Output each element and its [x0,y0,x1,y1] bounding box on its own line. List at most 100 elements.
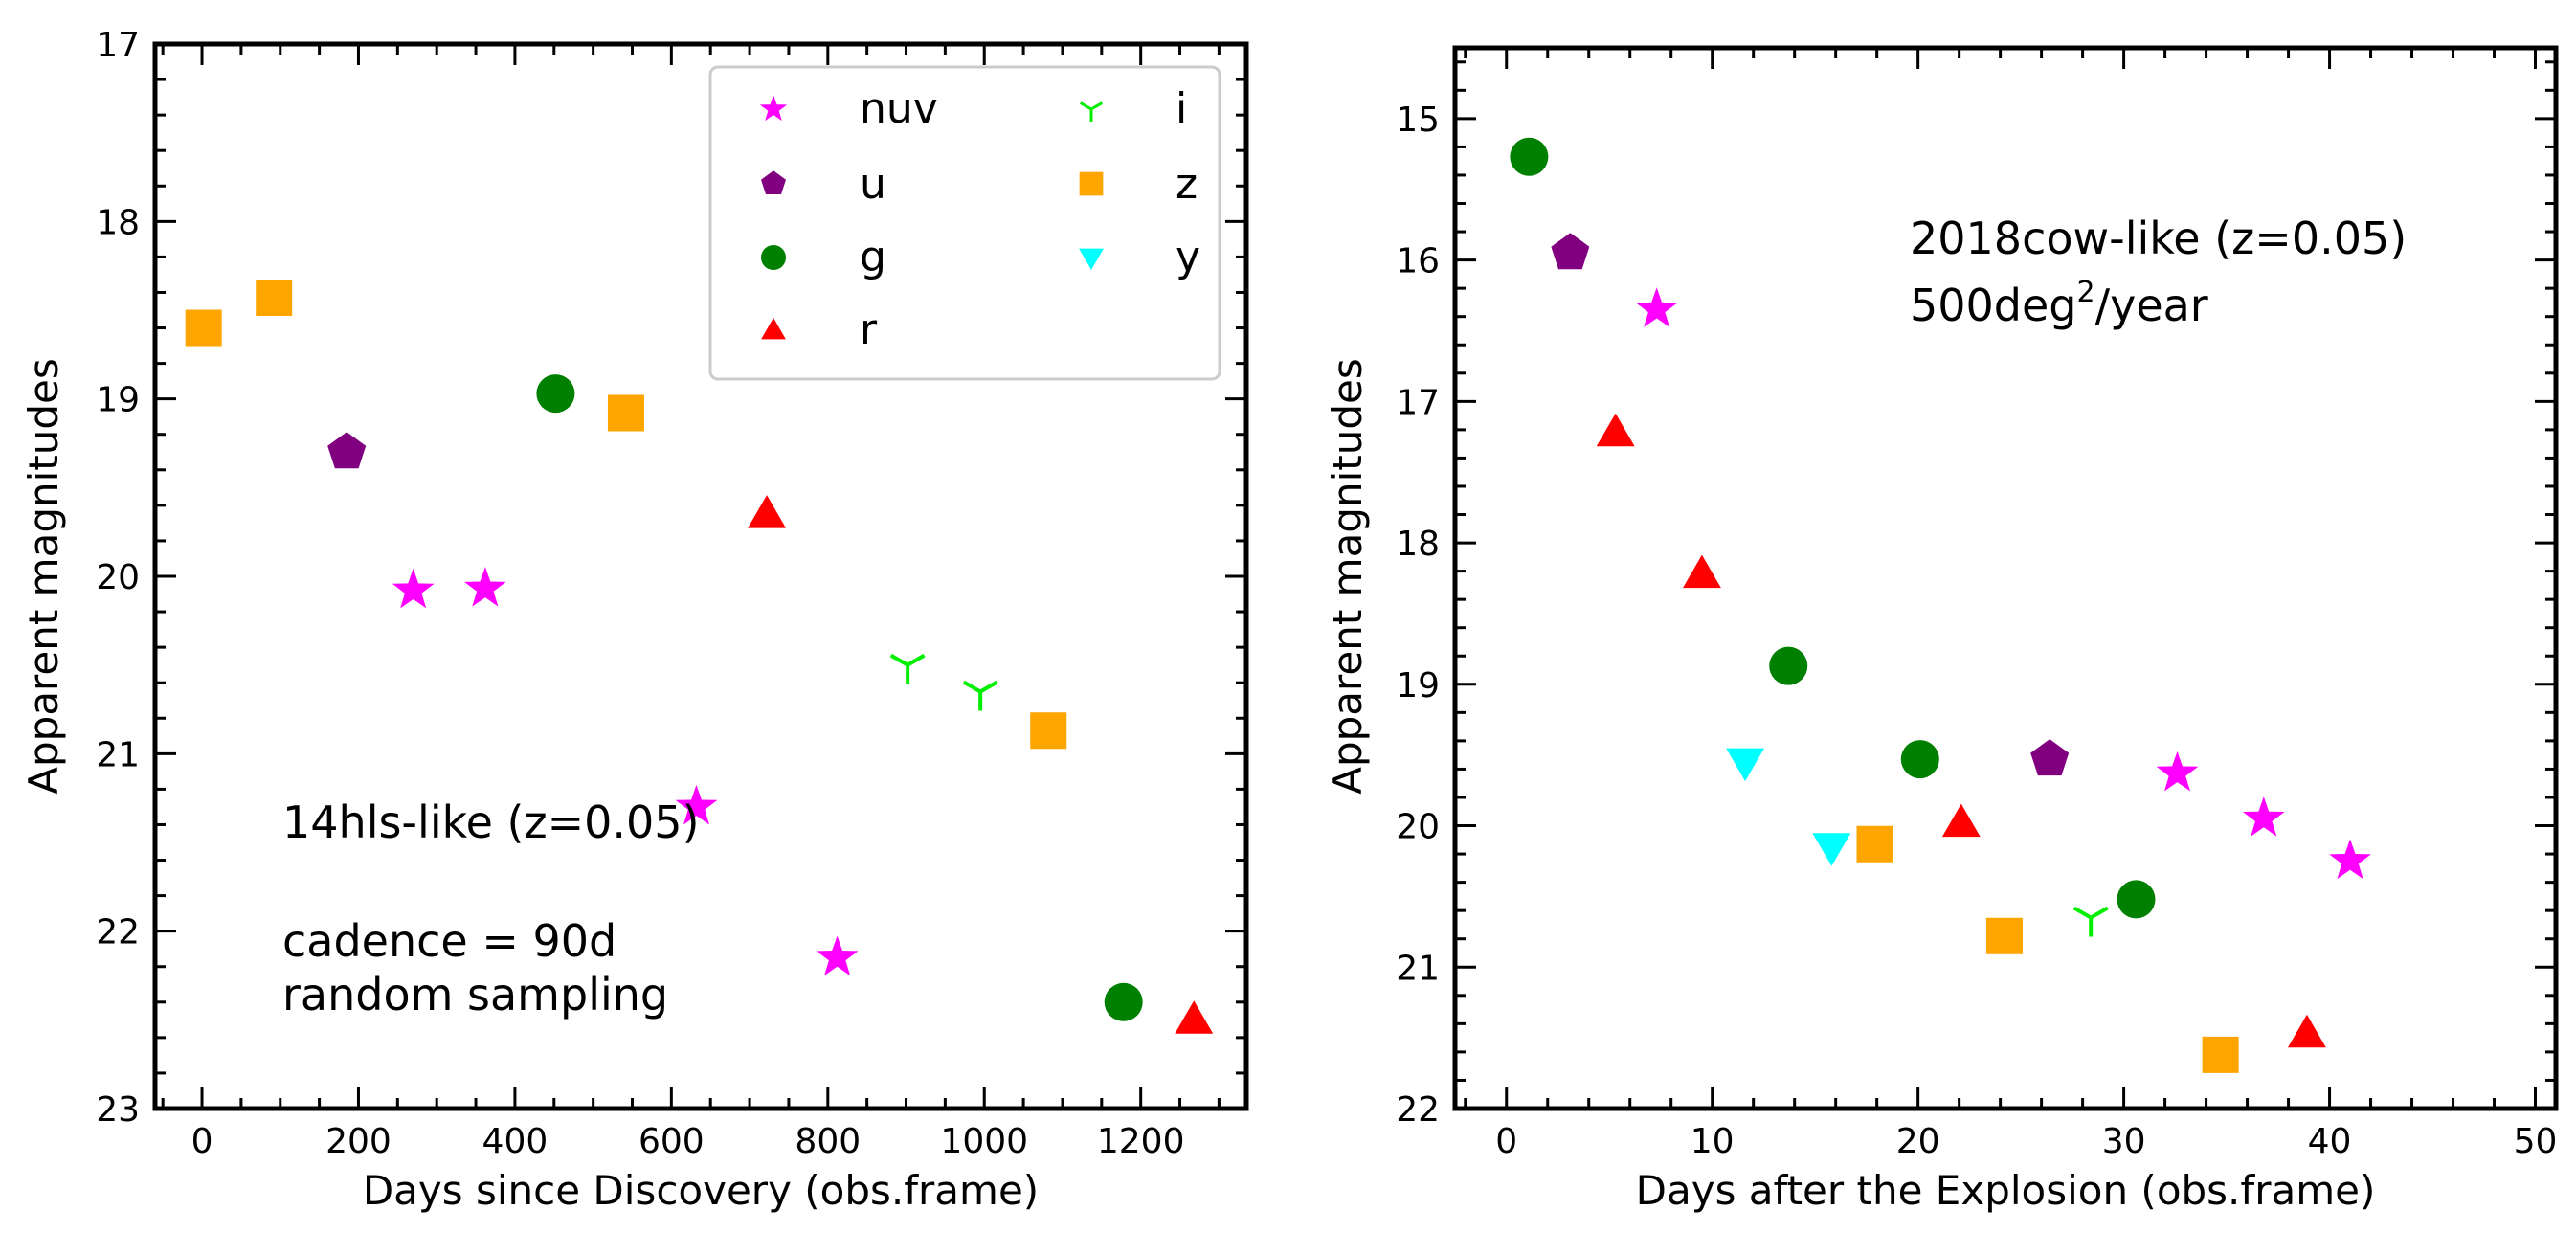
left-annotation-title: 14hls-like (z=0.05) [282,796,700,848]
left-markers [185,280,1214,1034]
right-y-tick-label: 21 [1396,949,1440,988]
left-point-u [327,432,367,469]
right-y-tick-label: 17 [1396,383,1440,422]
right-point-u [1551,233,1590,270]
left-annotation-sampling: random sampling [282,969,668,1020]
right-y-tick-label: 15 [1396,101,1440,140]
left-plot-frame [152,41,1249,1111]
left-annotation-cadence: cadence = 90d [282,915,616,967]
left-point-z [607,394,644,432]
right-tick-labels: 0 10 20 30 40 50 15 16 17 18 19 20 21 22 [1396,101,2557,1161]
legend-label-y: y [1176,233,1200,281]
left-point-g [536,374,575,414]
right-annotation-per-year: /year [2095,280,2208,331]
right-annotation-area: 500deg [1910,280,2077,331]
left-point-z [185,309,222,347]
left-y-tick-label: 18 [96,203,140,242]
right-point-g [2117,880,2156,919]
left-point-z [1030,712,1067,750]
right-point-r [1683,554,1721,589]
legend-label-g: g [860,233,886,281]
right-y-tick-label: 16 [1396,242,1440,281]
left-point-r [1175,1000,1214,1034]
right-x-axis-label: Days after the Explosion (obs.frame) [1636,1167,2376,1214]
left-point-i [962,680,998,711]
legend-marker-z [1079,171,1104,196]
left-y-tick-label: 17 [96,26,140,65]
right-point-nuv [2329,839,2371,880]
legend-label-r: r [860,305,878,354]
left-point-r [748,495,786,528]
left-x-tick-label: 800 [795,1122,861,1161]
left-x-tick-label: 0 [191,1122,213,1161]
legend-marker-g [761,245,786,270]
right-point-z [1985,917,2023,954]
left-point-i [889,653,926,684]
right-point-u [2030,739,2070,776]
right-y-axis-label: Apparent magnitudes [1324,358,1371,794]
right-y-tick-label: 18 [1396,525,1440,564]
left-x-tick-label: 1000 [940,1122,1028,1161]
right-point-nuv [1635,287,1678,327]
right-point-y [1812,833,1851,866]
left-panel: 0 200 400 600 800 1000 1200 17 18 19 20 21 22 23 Days… [20,26,1249,1214]
right-x-tick-label: 10 [1691,1122,1735,1161]
left-tick-labels: 0 200 400 600 800 1000 1200 17 18 19 20 21 22 23 [96,26,1184,1161]
right-point-z [1856,825,1893,863]
left-point-nuv [392,568,435,609]
right-point-z [2202,1036,2239,1073]
right-y-tick-label: 19 [1396,666,1440,706]
left-point-nuv [675,784,718,825]
left-x-axis-label: Days since Discovery (obs.frame) [363,1167,1039,1214]
right-point-g [1769,646,1808,685]
right-point-nuv [2156,751,2199,792]
right-point-r [1596,413,1635,447]
legend-box [708,65,1221,381]
left-y-tick-label: 20 [96,558,140,597]
legend: nuv u g r i z y [708,65,1221,381]
left-point-nuv [816,935,859,976]
legend-label-nuv: nuv [860,84,938,133]
right-point-r [2288,1014,2326,1048]
right-point-g [1900,740,1939,779]
legend-label-i: i [1176,84,1187,133]
left-y-tick-label: 19 [96,381,140,420]
right-plot-frame [1452,45,2559,1111]
legend-label-u: u [860,160,886,209]
legend-label-z: z [1176,160,1198,209]
left-y-tick-label: 22 [96,913,140,953]
right-point-y [1726,748,1764,782]
right-x-tick-label: 0 [1495,1122,1517,1161]
left-point-z [256,280,293,317]
right-x-tick-label: 30 [2102,1122,2146,1161]
legend-marker-r [761,318,786,340]
legend-marker-u [761,170,786,194]
legend-markers [759,95,1104,340]
right-x-tick-label: 40 [2308,1122,2352,1161]
right-y-tick-label: 22 [1396,1090,1440,1130]
left-y-tick-label: 23 [96,1090,140,1130]
left-x-tick-label: 200 [325,1122,392,1161]
left-y-axis-label: Apparent magnitudes [20,358,67,794]
left-x-tick-label: 1200 [1097,1122,1185,1161]
left-y-tick-label: 21 [96,735,140,774]
left-x-tick-label: 400 [482,1122,549,1161]
legend-marker-y [1079,248,1104,270]
right-panel: 0 10 20 30 40 50 15 16 17 18 19 20 21 22 Days after t… [1324,45,2559,1214]
legend-marker-i [1079,101,1104,122]
right-point-g [1510,137,1549,176]
right-point-i [2072,906,2109,937]
right-markers [1510,137,2371,1073]
right-x-tick-label: 50 [2514,1122,2558,1161]
right-y-tick-label: 20 [1396,808,1440,847]
legend-marker-nuv [759,95,788,122]
right-x-tick-label: 20 [1896,1122,1940,1161]
right-annotation-title: 2018cow-like (z=0.05) [1910,213,2407,264]
left-x-tick-label: 600 [638,1122,705,1161]
left-point-nuv [464,567,506,607]
right-point-r [1941,803,1981,838]
right-annotation-exponent: 2 [2077,276,2095,309]
left-point-g [1104,982,1143,1021]
right-annotation-survey: 500deg2/year [1910,276,2208,331]
